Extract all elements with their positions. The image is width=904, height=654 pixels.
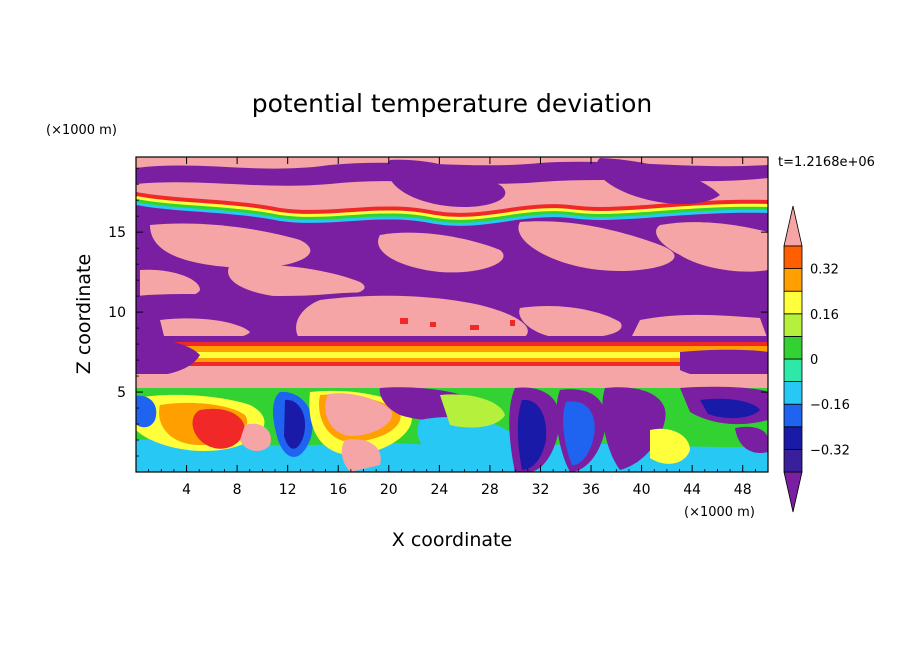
x-axis-label: X coordinate [392, 529, 512, 551]
colorbar: 0.32 0.16 0 −0.16 −0.32 [783, 205, 850, 513]
y-axis-ticks: 5 10 15 [108, 167, 768, 457]
top-purple-blob-2 [596, 158, 720, 205]
lower-pink-mid-2 [341, 439, 381, 472]
colorbar-arrow-low [783, 471, 803, 513]
lower-blue-left-wave [136, 395, 157, 428]
x-tick-label: 32 [532, 482, 550, 498]
x-tick-label: 4 [182, 482, 191, 498]
y-tick-label: 5 [117, 385, 126, 401]
colorbar-box [783, 268, 803, 292]
mid-band [136, 336, 768, 388]
pink-blob-2 [378, 232, 504, 273]
band-red [136, 342, 768, 346]
x-tick-label: 8 [233, 482, 242, 498]
x-tick-label: 20 [380, 482, 398, 498]
x-tick-label: 24 [430, 482, 448, 498]
x-tick-label: 36 [582, 482, 600, 498]
heatmap-field [136, 157, 768, 472]
colorbar-label: 0 [810, 353, 818, 368]
pink-mid-blob-3 [630, 314, 768, 340]
y-tick-label: 15 [108, 225, 126, 241]
colorbar-label: −0.32 [810, 443, 850, 458]
band-pink [136, 366, 768, 374]
colorbar-box [783, 335, 803, 360]
colorbar-box [783, 403, 803, 428]
colorbar-box [783, 358, 803, 383]
pink-blob-1 [150, 223, 311, 269]
x-tick-label: 40 [633, 482, 651, 498]
lower-blue-column-2 [563, 401, 595, 466]
colorbar-box [783, 245, 803, 270]
lower-red-left [192, 408, 245, 449]
lower-purple-column-3 [602, 387, 666, 470]
band-yellow [136, 352, 768, 358]
top-purple-blob-1 [387, 159, 506, 208]
colorbar-label: 0.32 [810, 263, 839, 278]
pink-blob-5 [228, 264, 365, 299]
lower-yellow-right [650, 428, 690, 464]
pink-mid-blob-4 [160, 318, 250, 341]
lower-pink-mid [325, 393, 393, 436]
x-tick-label: 28 [481, 482, 499, 498]
band-pink-strip [136, 374, 768, 388]
y-axis-label: Z coordinate [73, 254, 95, 374]
y-tick-label: 10 [108, 305, 126, 321]
upper-layer [136, 158, 768, 342]
lower-cyan-mid [417, 416, 521, 467]
lower-cyan-left [136, 446, 200, 472]
x-axis-ticks: 4 8 12 16 20 24 28 32 36 40 44 48 [148, 157, 756, 498]
colorbar-label: −0.16 [810, 398, 850, 413]
band-orange-2 [136, 358, 768, 362]
pink-blob-4 [656, 222, 768, 272]
band-purple-top [136, 336, 768, 344]
lower-purple-right-2 [735, 426, 768, 453]
x-tick-label: 44 [683, 482, 701, 498]
pink-mid-blob-1 [296, 295, 528, 340]
time-label: t=1.2168e+06 [778, 155, 875, 170]
band-purple-right [680, 349, 768, 380]
colorbar-arrow-high [783, 205, 803, 247]
lower-darkblue-right [700, 398, 760, 419]
lower-yellow-mid-2 [440, 394, 505, 428]
lower-darkblue-column-1 [517, 399, 547, 470]
colorbar-label: 0.16 [810, 308, 839, 323]
chart-title: potential temperature deviation [252, 89, 652, 118]
colorbar-box [783, 290, 803, 315]
pink-mid-blob-2 [519, 305, 622, 339]
colorbar-box [783, 448, 803, 473]
x-tick-label: 12 [279, 482, 297, 498]
colorbar-box [783, 381, 803, 405]
y-axis-units: (×1000 m) [46, 123, 117, 138]
lower-layer [136, 386, 768, 472]
band-orange [136, 346, 768, 352]
x-axis-units: (×1000 m) [684, 505, 755, 520]
pink-blob-3 [518, 221, 675, 271]
x-tick-label: 16 [329, 482, 347, 498]
band-red-2 [136, 362, 768, 366]
band-purple-left [136, 339, 200, 377]
lower-darkblue-wave-1 [284, 399, 306, 449]
lower-pink-left [240, 423, 271, 452]
colorbar-box [783, 313, 803, 337]
colorbar-box [783, 426, 803, 450]
x-tick-label: 48 [734, 482, 752, 498]
pink-blob-6 [140, 269, 200, 299]
